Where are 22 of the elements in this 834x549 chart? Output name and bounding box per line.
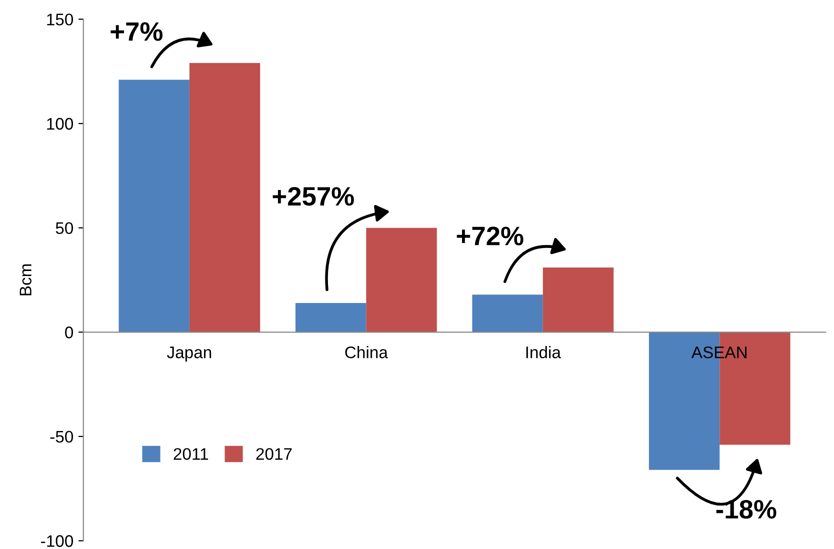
bar <box>542 267 614 332</box>
y-tick-label: -50 <box>50 430 74 443</box>
legend-label: 2011 <box>174 448 208 460</box>
annotation: +257% <box>272 187 354 206</box>
legend-label: 2017 <box>256 448 292 460</box>
bar <box>472 294 543 332</box>
annotation: +7% <box>110 22 162 41</box>
annotation: +72% <box>456 226 524 246</box>
annotation: -18% <box>716 500 776 519</box>
bar <box>366 228 437 332</box>
y-tick-label: 100 <box>47 118 74 130</box>
bar <box>189 63 260 332</box>
bar <box>118 80 190 332</box>
x-tick-label: Japan <box>166 346 212 362</box>
x-tick-label: China <box>345 346 388 358</box>
y-tick-label: -100 <box>41 535 74 547</box>
y-axis-title: Bcm <box>20 264 32 296</box>
x-tick-label: India <box>526 346 561 358</box>
bar <box>295 302 366 332</box>
y-tick-label: 150 <box>47 14 74 26</box>
y-tick-label: 0 <box>65 326 74 338</box>
y-tick-label: 50 <box>56 222 74 234</box>
